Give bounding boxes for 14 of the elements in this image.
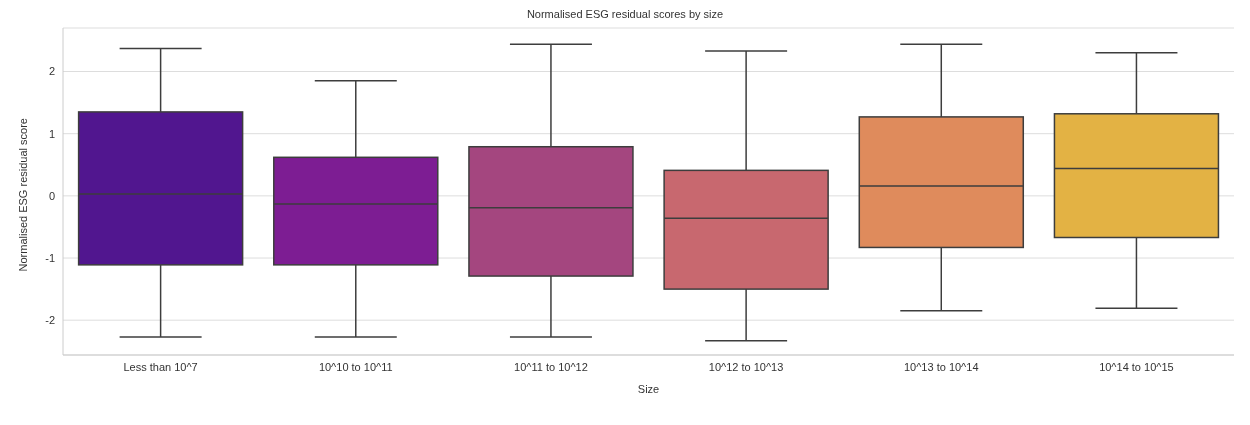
x-tick-label: 10^12 to 10^13 xyxy=(708,360,784,373)
y-tick-label: 0 xyxy=(48,189,55,202)
y-tick-label: -2 xyxy=(45,314,55,327)
chart-title: Normalised ESG residual scores by size xyxy=(525,8,725,20)
x-tick-label: 10^10 to 10^11 xyxy=(318,360,393,373)
x-tick-label: 10^11 to 10^12 xyxy=(514,360,588,373)
y-tick-label: -1 xyxy=(45,251,55,264)
y-tick-label: 2 xyxy=(48,65,55,78)
x-tick-label: 10^14 to 10^15 xyxy=(1099,360,1174,373)
x-tick-label: Less than 10^7 xyxy=(123,360,198,373)
y-tick-label: 1 xyxy=(48,127,55,140)
x-axis-title: Size xyxy=(637,383,660,395)
x-tick-label: 10^13 to 10^14 xyxy=(903,360,979,373)
y-axis-title: Normalised ESG residual score xyxy=(16,118,29,272)
